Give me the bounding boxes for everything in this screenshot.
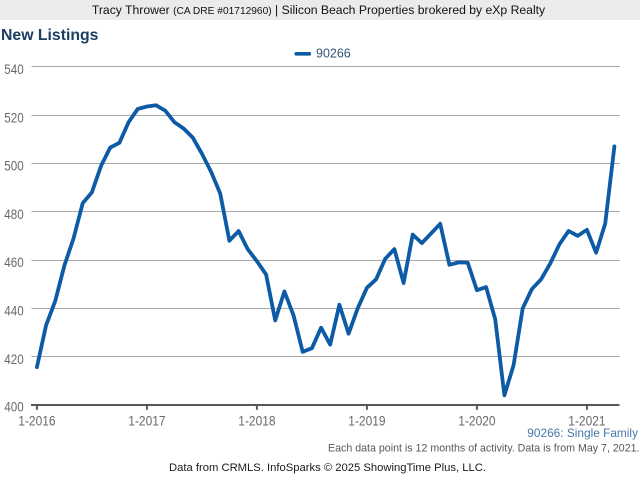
svg-text:400: 400 — [4, 399, 24, 415]
svg-text:1-2017: 1-2017 — [128, 412, 165, 428]
svg-text:90266: Single Family: 90266: Single Family — [527, 426, 638, 440]
svg-text:440: 440 — [4, 303, 24, 319]
svg-text:520: 520 — [4, 109, 24, 125]
svg-text:1-2021: 1-2021 — [568, 412, 605, 428]
svg-text:1-2019: 1-2019 — [348, 412, 385, 428]
svg-text:Each data point is 12 months o: Each data point is 12 months of activity… — [328, 442, 640, 454]
svg-text:540: 540 — [4, 61, 24, 77]
svg-text:460: 460 — [4, 254, 24, 270]
svg-text:1-2018: 1-2018 — [238, 412, 275, 428]
svg-text:420: 420 — [4, 351, 24, 367]
svg-text:480: 480 — [4, 206, 24, 222]
svg-text:90266: 90266 — [316, 47, 351, 61]
svg-text:1-2016: 1-2016 — [18, 412, 55, 428]
svg-text:Data from CRMLS. InfoSparks ©: Data from CRMLS. InfoSparks © 2025 Showi… — [169, 462, 486, 474]
svg-text:500: 500 — [4, 158, 24, 174]
svg-text:1-2020: 1-2020 — [458, 412, 495, 428]
